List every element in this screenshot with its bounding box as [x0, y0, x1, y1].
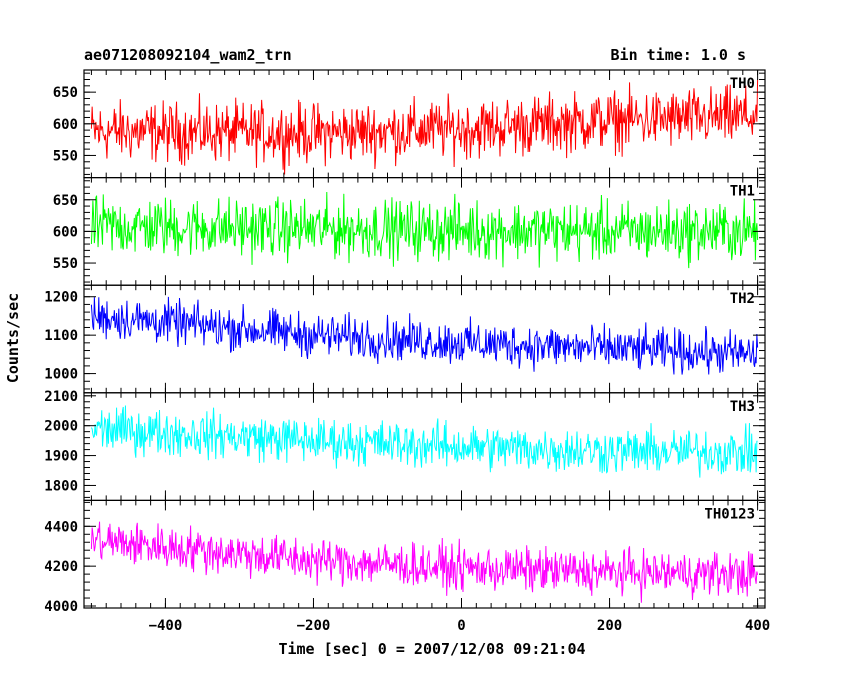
y-tick-label: 1900 [44, 449, 78, 465]
y-tick-label: 550 [53, 256, 78, 272]
y-axis-label: Counts/sec [4, 293, 22, 383]
x-tick-label: −200 [297, 618, 331, 634]
series-line-th0123 [90, 521, 759, 603]
y-tick-label: 4000 [44, 599, 78, 615]
panel-frame [83, 499, 766, 609]
y-tick-label: 600 [53, 224, 78, 240]
y-tick-label: 550 [53, 148, 78, 164]
y-tick-label: 1200 [44, 290, 78, 306]
panel-th0123: 4000 4200 4400 TH0123 [44, 499, 766, 615]
y-tick-label: 1800 [44, 478, 78, 494]
y-tick-label: 2100 [44, 389, 78, 405]
y-tick-label: 600 [53, 117, 78, 133]
x-tick-label: 200 [597, 618, 622, 634]
panel-th1: 550 600 650 TH1 [53, 177, 766, 286]
y-tick-label: 1100 [44, 328, 78, 344]
panel-th2: 1000 1100 1200 TH2 [44, 284, 766, 394]
series-line-th3 [90, 405, 758, 478]
series-line-th0 [90, 79, 759, 175]
x-axis-label: Time [sec] 0 = 2007/12/08 09:21:04 [278, 640, 585, 658]
panel-name-label: TH2 [730, 291, 755, 307]
x-tick-label: 0 [457, 618, 465, 634]
bin-time-label: Bin time: 1.0 s [611, 46, 746, 64]
panel-name-label: TH3 [730, 399, 755, 415]
series-line-th1 [90, 192, 759, 269]
panel-th3: 1800 1900 2000 2100 TH3 [44, 389, 766, 501]
y-tick-label: 2000 [44, 419, 78, 435]
panel-name-label: TH0123 [704, 506, 755, 522]
panel-name-label: TH1 [730, 184, 755, 200]
panel-th0: 550 600 650 TH0 [53, 69, 766, 179]
y-tick-label: 650 [53, 85, 78, 101]
x-tick-label: −400 [149, 618, 183, 634]
y-tick-label: 4200 [44, 559, 78, 575]
series-line-th2 [90, 296, 759, 375]
y-tick-label: 650 [53, 193, 78, 209]
y-tick-label: 1000 [44, 367, 78, 383]
chart-title: ae071208092104_wam2_trn [84, 46, 292, 64]
x-axis: −400 −200 0 200 400 [149, 618, 771, 634]
panel-name-label: TH0 [730, 76, 755, 92]
y-tick-label: 4400 [44, 519, 78, 535]
x-tick-label: 400 [745, 618, 770, 634]
